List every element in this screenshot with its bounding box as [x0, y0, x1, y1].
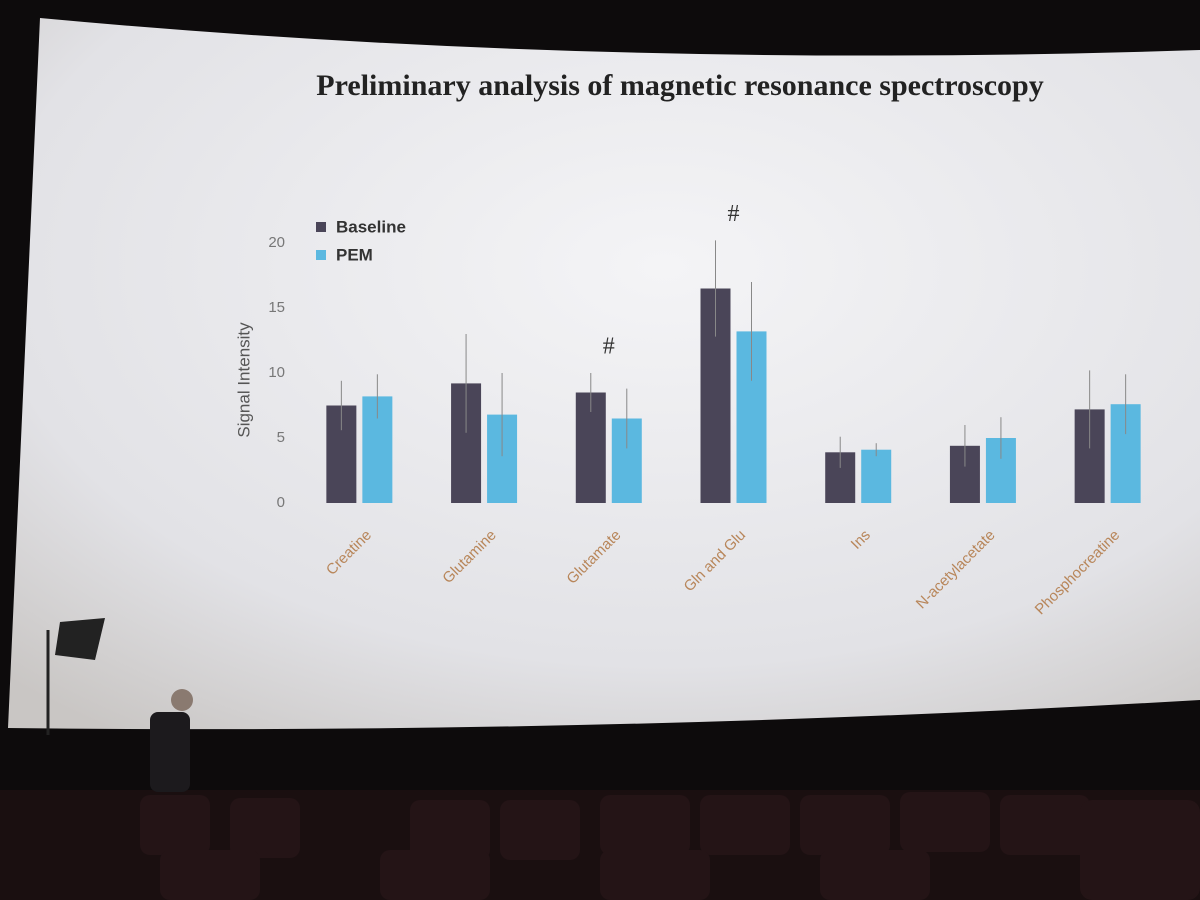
legend-swatch: [316, 250, 326, 260]
annotation: #: [603, 334, 615, 360]
y-tick-label: 0: [277, 494, 285, 511]
y-tick-label: 5: [277, 429, 285, 446]
annotation: #: [728, 201, 740, 227]
audience: [0, 790, 1200, 900]
screen: [8, 18, 1200, 730]
speaker: [46, 618, 193, 792]
y-axis-label: Signal Intensity: [234, 322, 253, 438]
y-tick-label: 15: [268, 299, 285, 316]
legend-swatch: [316, 222, 326, 232]
y-tick-label: 10: [268, 364, 285, 381]
legend-label: Baseline: [336, 217, 406, 236]
bar: [861, 449, 892, 503]
y-tick-label: 20: [268, 234, 285, 251]
legend-label: PEM: [336, 245, 373, 264]
chart-title: Preliminary analysis of magnetic resonan…: [316, 69, 1043, 102]
